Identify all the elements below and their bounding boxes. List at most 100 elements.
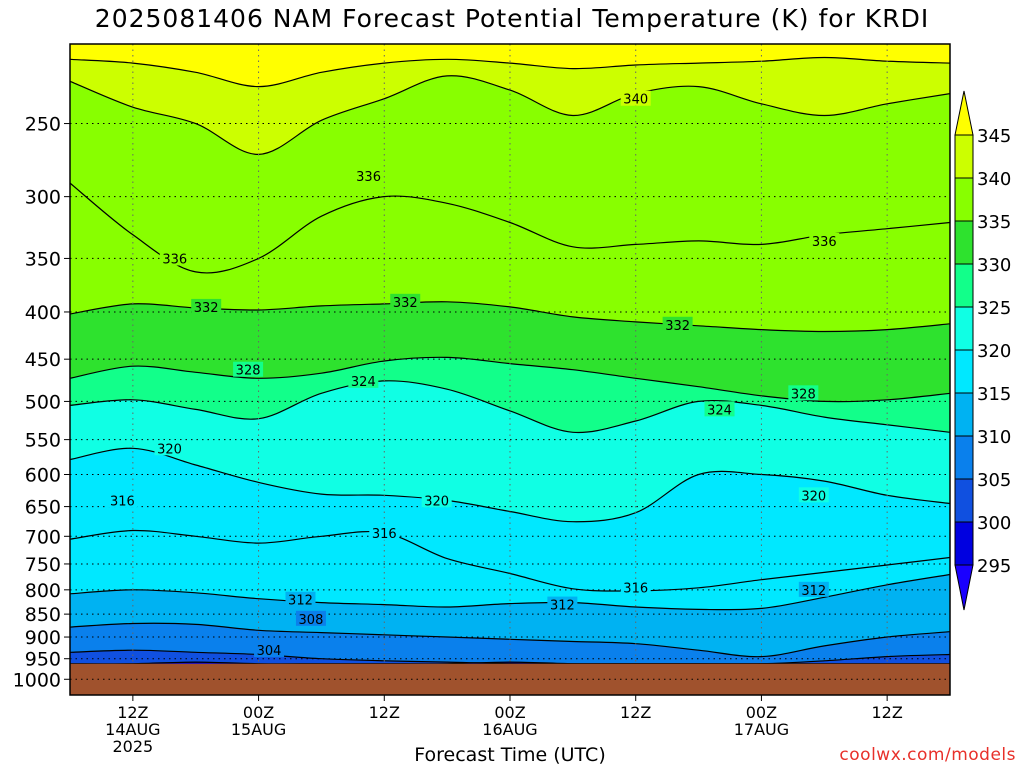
x-tick-label: 12Z [871,703,902,722]
contour-label-text: 340 [623,93,648,108]
contour-label: 328 [788,385,819,402]
contour-label: 328 [233,361,264,379]
contour-label: 332 [662,316,693,334]
contour-label-text: 312 [801,584,826,599]
contour-label-text: 308 [299,613,324,628]
contour-label-text: 316 [623,581,648,596]
colorbar-tick-label: 315 [977,384,1011,405]
contour-fills [70,57,950,695]
colorbar-tick-label: 320 [977,341,1011,362]
contour-label: 332 [191,298,222,316]
x-tick-label: 12Z [117,703,148,722]
x-tick-label: 00Z [494,703,525,722]
contour-label-bg [788,385,819,401]
x-tick-label: 00Z [243,703,274,722]
x-tick-date-label: 15AUG [231,720,286,739]
contour-label-bg [353,168,384,184]
contour-line-324 [70,380,950,434]
y-tick-label: 650 [25,497,61,519]
y-tick-label: 850 [25,604,61,626]
contour-label: 304 [254,642,285,659]
underground-region [70,663,950,695]
contour-label: 336 [159,250,190,267]
contour-label-text: 328 [236,364,261,379]
contour-label-text: 332 [665,319,690,334]
x-tick-date-label: 16AUG [482,720,537,739]
colorbar-tick-label: 300 [977,513,1011,534]
contour-line-300 [70,661,950,665]
colorbar-band-320 [954,306,974,351]
contour-label-bg [107,492,138,508]
contour-line-304 [70,649,950,665]
contour-label-bg [295,610,326,626]
contour-label: 324 [704,401,735,418]
x-tick-label: 12Z [620,703,651,722]
credit-text: coolwx.com/models [839,745,1016,765]
contour-label: 316 [620,579,651,596]
contour-label-bg [620,90,651,106]
contour-label-text: 332 [393,296,418,311]
contour-label-text: 320 [801,489,826,504]
contour-label: 320 [154,440,185,457]
contour-line-344 [70,56,950,88]
colorbar-band-330 [954,220,974,265]
y-tick-label: 500 [25,391,61,413]
contour-label-text: 312 [550,599,575,614]
plot-area: 340 336 336 336 332 332 332 328 328 324 324 320 320 3… [70,44,950,695]
contour-label: 340 [620,90,651,108]
y-tick-label: 900 [25,627,61,649]
y-tick-label: 400 [25,302,61,324]
colorbar-band-315 [954,349,974,394]
y-tick-label: 600 [25,465,61,487]
contour-label-text: 304 [257,644,282,659]
colorbar-tick-label: 340 [977,169,1011,190]
contour-line-340 [70,75,950,156]
contour-label-bg [798,581,829,597]
x-tick-date-label: 14AUG [105,720,160,739]
y-tick-label: 300 [25,187,61,209]
contour-label-bg [547,596,578,612]
contour-line-336 [70,182,950,274]
contour-label-text: 328 [791,387,816,402]
colorbar-tick-label: 335 [977,212,1011,233]
colorbar-band-300 [954,478,974,523]
contour-label: 312 [547,596,578,614]
colorbar-tick-label: 325 [977,298,1011,319]
contour-label-bg [798,487,829,503]
colorbar-band-340 [954,134,974,179]
colorbar-tick-label: 310 [977,427,1011,448]
contour-label: 336 [809,232,840,250]
y-tick-label: 950 [25,649,61,671]
x-tick-date-label: 2025 [112,737,153,756]
contour-label: 316 [369,524,400,542]
contour-label: 332 [390,293,421,311]
colorbar-legend: 345 340 335 330 325 320 315 310 305 300 295 [954,90,1011,611]
contour-label-text: 320 [424,494,449,509]
contour-label-bg [662,316,693,332]
y-tick-label: 550 [25,430,61,452]
contour-label-text: 324 [351,375,376,390]
contour-label-text: 316 [110,494,135,509]
contour-label-bg [421,492,452,508]
contour-label: 312 [798,581,829,599]
y-tick-label: 350 [25,248,61,270]
contour-label-text: 324 [707,403,732,418]
x-tick-label: 12Z [369,703,400,722]
contour-label-bg [620,579,651,595]
contour-label-bg [369,524,400,540]
contour-label: 308 [295,610,326,628]
x-tick-date-label: 17AUG [734,720,789,739]
colorbar-tick-label: 305 [977,470,1011,491]
contour-label-text: 312 [288,594,313,609]
contour-label-bg [191,298,222,314]
colorbar-tick-label: 330 [977,255,1011,276]
contour-label-bg [154,440,185,456]
colorbar-band-335 [954,177,974,222]
colorbar-band-310 [954,392,974,437]
y-axis: 2503003504004505005506006507007508008509… [13,114,70,691]
y-tick-label: 250 [25,114,61,136]
colorbar-band-325 [954,263,974,308]
contour-label: 320 [798,487,829,504]
